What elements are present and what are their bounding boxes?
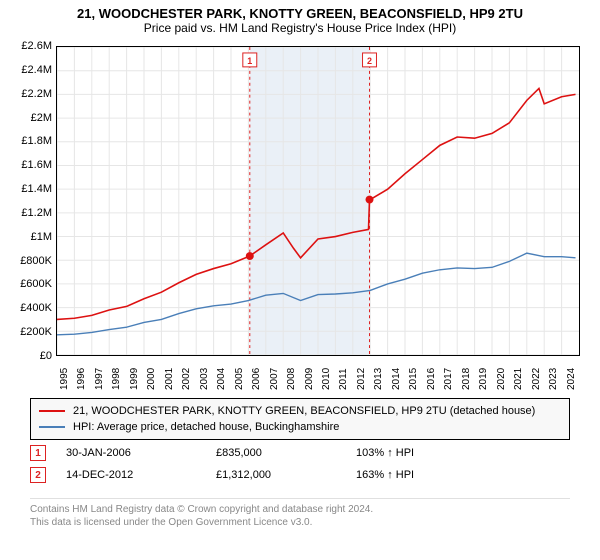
svg-text:2: 2 bbox=[367, 56, 372, 66]
x-tick-label: 2019 bbox=[478, 368, 489, 390]
sale-events-table: 1 30-JAN-2006£835,000103% ↑ HPI 2 14-DEC-20… bbox=[30, 442, 570, 486]
chart-plot-area: 12 bbox=[56, 46, 580, 356]
x-tick-label: 2004 bbox=[216, 368, 227, 390]
chart-title-line2: Price paid vs. HM Land Registry's House … bbox=[0, 21, 600, 39]
y-tick-label: £1.2M bbox=[2, 207, 52, 219]
event-date: 14-DEC-2012 bbox=[66, 469, 216, 481]
event-pct: 103% ↑ HPI bbox=[356, 447, 516, 459]
y-tick-label: £1.6M bbox=[2, 159, 52, 171]
x-tick-label: 2002 bbox=[181, 368, 192, 390]
chart-svg: 12 bbox=[57, 47, 579, 355]
legend-swatch bbox=[39, 410, 65, 412]
x-tick-label: 2007 bbox=[269, 368, 280, 390]
event-price: £1,312,000 bbox=[216, 469, 356, 481]
legend-label: 21, WOODCHESTER PARK, KNOTTY GREEN, BEAC… bbox=[73, 403, 535, 419]
y-tick-label: £600K bbox=[2, 278, 52, 290]
y-tick-label: £0 bbox=[2, 350, 52, 362]
event-marker: 1 bbox=[30, 445, 46, 461]
x-tick-label: 2023 bbox=[548, 368, 559, 390]
x-tick-label: 2020 bbox=[496, 368, 507, 390]
event-marker: 2 bbox=[30, 467, 46, 483]
y-tick-label: £2.2M bbox=[2, 88, 52, 100]
event-date: 30-JAN-2006 bbox=[66, 447, 216, 459]
x-tick-label: 1997 bbox=[94, 368, 105, 390]
legend-swatch bbox=[39, 426, 65, 428]
x-tick-label: 2013 bbox=[373, 368, 384, 390]
svg-text:1: 1 bbox=[247, 56, 252, 66]
chart-title-line1: 21, WOODCHESTER PARK, KNOTTY GREEN, BEAC… bbox=[0, 0, 600, 21]
legend-label: HPI: Average price, detached house, Buck… bbox=[73, 419, 339, 435]
x-tick-label: 2010 bbox=[321, 368, 332, 390]
credits-line1: Contains HM Land Registry data © Crown c… bbox=[30, 503, 570, 516]
x-tick-label: 2012 bbox=[356, 368, 367, 390]
y-tick-label: £1M bbox=[2, 231, 52, 243]
legend: 21, WOODCHESTER PARK, KNOTTY GREEN, BEAC… bbox=[30, 398, 570, 440]
x-tick-label: 2003 bbox=[199, 368, 210, 390]
y-tick-label: £800K bbox=[2, 255, 52, 267]
x-tick-label: 2021 bbox=[513, 368, 524, 390]
x-tick-label: 2001 bbox=[164, 368, 175, 390]
y-tick-label: £200K bbox=[2, 326, 52, 338]
y-tick-label: £1.8M bbox=[2, 135, 52, 147]
legend-row: 21, WOODCHESTER PARK, KNOTTY GREEN, BEAC… bbox=[39, 403, 561, 419]
x-tick-label: 2024 bbox=[566, 368, 577, 390]
x-tick-label: 2000 bbox=[146, 368, 157, 390]
y-tick-label: £1.4M bbox=[2, 183, 52, 195]
x-tick-label: 1995 bbox=[59, 368, 70, 390]
credits: Contains HM Land Registry data © Crown c… bbox=[30, 498, 570, 529]
x-tick-label: 2017 bbox=[443, 368, 454, 390]
x-tick-label: 2009 bbox=[304, 368, 315, 390]
legend-row: HPI: Average price, detached house, Buck… bbox=[39, 419, 561, 435]
x-tick-label: 1996 bbox=[76, 368, 87, 390]
x-tick-label: 2022 bbox=[531, 368, 542, 390]
y-tick-label: £400K bbox=[2, 302, 52, 314]
x-tick-label: 1998 bbox=[111, 368, 122, 390]
x-tick-label: 2008 bbox=[286, 368, 297, 390]
event-row: 1 30-JAN-2006£835,000103% ↑ HPI bbox=[30, 442, 570, 464]
y-tick-label: £2.6M bbox=[2, 40, 52, 52]
x-tick-label: 2006 bbox=[251, 368, 262, 390]
x-tick-label: 2018 bbox=[461, 368, 472, 390]
event-row: 2 14-DEC-2012£1,312,000163% ↑ HPI bbox=[30, 464, 570, 486]
event-price: £835,000 bbox=[216, 447, 356, 459]
x-tick-label: 2011 bbox=[338, 368, 349, 390]
x-tick-label: 2015 bbox=[408, 368, 419, 390]
x-tick-label: 2005 bbox=[234, 368, 245, 390]
x-tick-label: 2014 bbox=[391, 368, 402, 390]
y-tick-label: £2.4M bbox=[2, 64, 52, 76]
credits-line2: This data is licensed under the Open Gov… bbox=[30, 516, 570, 529]
x-tick-label: 1999 bbox=[129, 368, 140, 390]
y-tick-label: £2M bbox=[2, 112, 52, 124]
event-pct: 163% ↑ HPI bbox=[356, 469, 516, 481]
x-tick-label: 2016 bbox=[426, 368, 437, 390]
